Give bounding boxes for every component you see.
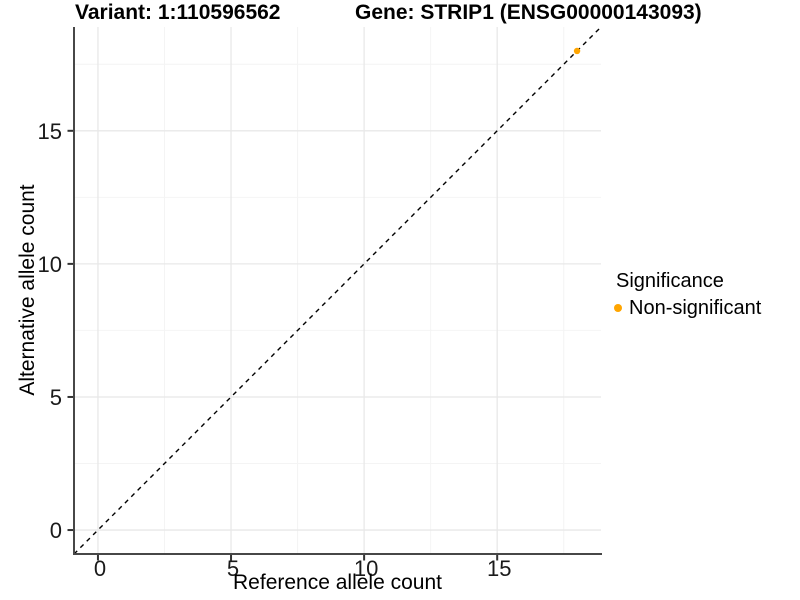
legend-key-dot-icon xyxy=(614,304,622,312)
legend-item: Non-significant xyxy=(611,296,761,320)
plot-title-variant: Variant: 1:110596562 xyxy=(75,1,281,24)
x-tick-label: 10 xyxy=(354,556,378,581)
y-tick-label: 5 xyxy=(50,385,62,410)
identity-line xyxy=(73,26,602,555)
legend: Significance Non-significant xyxy=(611,269,761,320)
y-tick-label: 15 xyxy=(38,119,62,144)
x-tick-label: 15 xyxy=(487,556,511,581)
x-tick-label: 5 xyxy=(227,556,239,581)
y-tick-label: 0 xyxy=(50,518,62,543)
x-axis-label: Reference allele count xyxy=(233,571,442,594)
legend-title: Significance xyxy=(616,270,724,292)
y-axis-label: Alternative allele count xyxy=(16,184,39,396)
x-tick-label: 0 xyxy=(94,556,106,581)
plot-title-gene: Gene: STRIP1 (ENSG00000143093) xyxy=(355,1,702,24)
legend-item-label: Non-significant xyxy=(629,297,762,319)
data-point xyxy=(573,47,581,55)
y-tick-label: 10 xyxy=(38,252,62,277)
